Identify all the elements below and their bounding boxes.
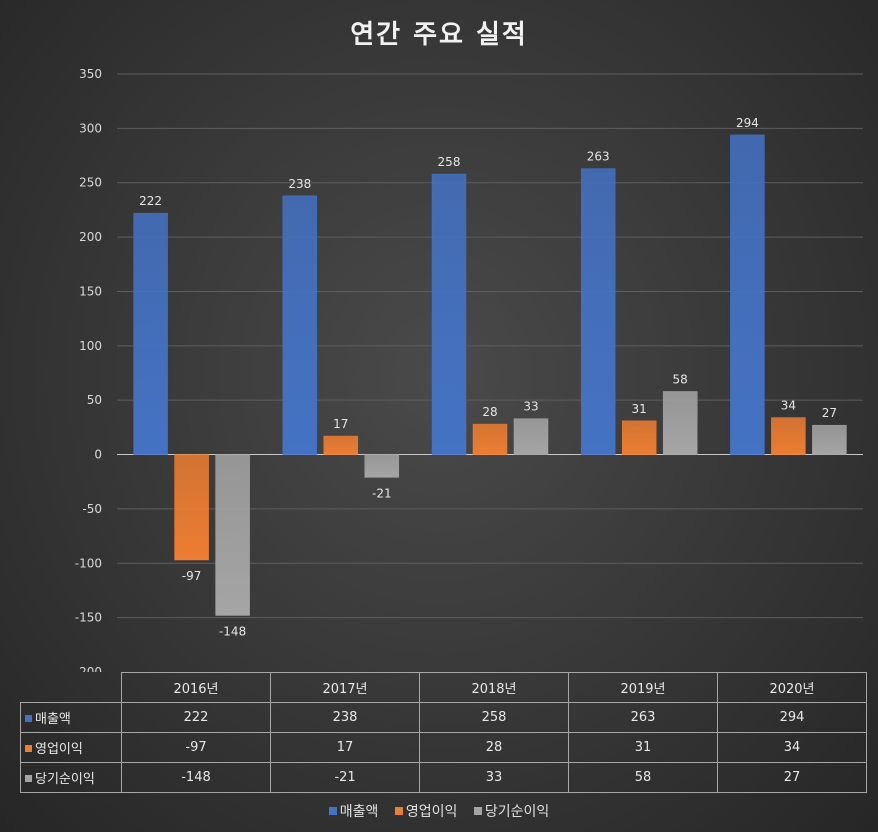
data-label: 17 <box>333 417 348 431</box>
table-cell: 28 <box>419 732 569 763</box>
table-cell: -97 <box>121 732 271 763</box>
table-cell: 17 <box>270 732 420 763</box>
data-label: -148 <box>219 624 246 638</box>
data-table: 2016년 2017년 2018년 2019년 2020년 매출액 222 23… <box>20 672 867 793</box>
table-header-cell: 2017년 <box>270 672 420 703</box>
bar <box>364 454 400 478</box>
bar <box>323 435 359 455</box>
y-tick-label: -50 <box>82 502 102 516</box>
y-tick-label: 0 <box>94 448 102 462</box>
data-label: 238 <box>288 177 311 191</box>
y-tick-label: -100 <box>75 556 102 570</box>
table-header-row: 2016년 2017년 2018년 2019년 2020년 <box>20 672 867 703</box>
legend-item-net-income: 당기순이익 <box>473 801 550 821</box>
table-cell: 58 <box>568 762 718 793</box>
bar <box>431 173 467 455</box>
y-tick-label: 250 <box>79 176 102 190</box>
data-label: 31 <box>632 402 647 416</box>
row-header: 매출액 <box>20 702 122 733</box>
bar <box>513 418 549 455</box>
data-label: 263 <box>587 150 610 164</box>
bar <box>174 454 209 561</box>
table-cell: -148 <box>121 762 271 793</box>
y-tick-label: 50 <box>87 393 102 407</box>
bar <box>472 423 508 455</box>
bar <box>771 417 806 455</box>
y-tick-label: -200 <box>75 665 102 672</box>
bar <box>215 454 250 616</box>
data-label: 222 <box>139 194 162 208</box>
data-label: 34 <box>781 399 796 413</box>
y-tick-label: 300 <box>79 121 102 135</box>
table-cell: 31 <box>568 732 718 763</box>
table-header-cell: 2018년 <box>419 672 569 703</box>
data-label: 58 <box>673 372 688 386</box>
table-row-operating-profit: 영업이익 -97 17 28 31 34 <box>20 732 867 763</box>
row-label: 매출액 <box>35 712 71 727</box>
y-tick-label: 150 <box>79 284 102 298</box>
table-cell: 222 <box>121 702 271 733</box>
data-label: 294 <box>736 116 759 130</box>
table-header-cell: 2016년 <box>121 672 271 703</box>
legend-swatch-icon <box>473 807 482 815</box>
legend-swatch-icon <box>25 715 32 722</box>
row-header: 영업이익 <box>20 732 122 763</box>
y-tick-label: 200 <box>79 230 102 244</box>
data-label: 33 <box>523 400 538 414</box>
y-tick-label: 100 <box>79 339 102 353</box>
bar <box>662 391 698 455</box>
data-label: -21 <box>372 486 392 500</box>
row-label: 영업이익 <box>35 742 83 757</box>
table-cell: 33 <box>419 762 569 793</box>
table-header-cell: 2019년 <box>568 672 718 703</box>
data-label: 28 <box>482 405 497 419</box>
table-cell: 34 <box>717 732 867 763</box>
bar <box>730 134 765 455</box>
legend-label: 영업이익 <box>405 804 458 820</box>
bar <box>621 420 657 455</box>
table-corner <box>20 672 122 703</box>
legend-item-revenue: 매출액 <box>328 801 379 821</box>
legend-swatch-icon <box>25 775 32 782</box>
legend-swatch-icon <box>25 745 32 752</box>
y-tick-label: 350 <box>79 67 102 81</box>
data-label: 27 <box>822 406 837 420</box>
table-cell: 238 <box>270 702 420 733</box>
legend-swatch-icon <box>328 807 337 815</box>
row-header: 당기순이익 <box>20 762 122 793</box>
legend-swatch-icon <box>394 807 403 815</box>
bar <box>133 212 168 455</box>
legend-label: 당기순이익 <box>484 804 550 820</box>
bar <box>282 195 318 455</box>
chart-legend: 매출액 영업이익 당기순이익 <box>0 801 878 821</box>
chart-title: 연간 주요 실적 <box>350 20 528 50</box>
table-cell: 258 <box>419 702 569 733</box>
bar-chart: 350 300 250 200 150 100 50 0 -50 -100 -150 -200 222 -… <box>75 67 863 672</box>
table-cell: 263 <box>568 702 718 733</box>
legend-label: 매출액 <box>339 804 379 820</box>
table-cell: 27 <box>717 762 867 793</box>
data-label: 258 <box>438 155 461 169</box>
table-cell: 294 <box>717 702 867 733</box>
data-label: -97 <box>182 569 202 583</box>
bar <box>580 168 616 455</box>
table-cell: -21 <box>270 762 420 793</box>
table-row-revenue: 매출액 222 238 258 263 294 <box>20 702 867 733</box>
bar <box>812 424 847 455</box>
legend-item-operating-profit: 영업이익 <box>394 801 458 821</box>
row-label: 당기순이익 <box>35 772 95 787</box>
table-row-net-income: 당기순이익 -148 -21 33 58 27 <box>20 762 867 793</box>
y-tick-label: -150 <box>75 611 102 625</box>
table-header-cell: 2020년 <box>717 672 867 703</box>
